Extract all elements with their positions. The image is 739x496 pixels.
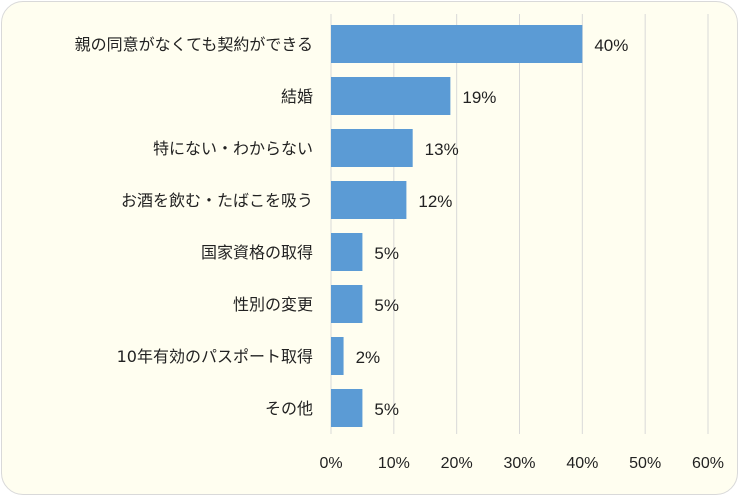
category-label: お酒を飲む・たばこを吸う (121, 191, 313, 210)
data-label: 19% (462, 88, 496, 107)
x-tick-label: 10% (378, 455, 410, 472)
data-label: 40% (594, 36, 628, 55)
data-label: 5% (374, 400, 399, 419)
x-tick-label: 40% (566, 455, 598, 472)
bar (331, 285, 363, 323)
category-label: 結婚 (281, 87, 313, 106)
category-label: 性別の変更 (233, 295, 313, 314)
x-tick-label: 50% (629, 455, 661, 472)
x-tick-label: 30% (503, 455, 535, 472)
data-label: 12% (418, 192, 452, 211)
bar (331, 181, 407, 219)
data-label: 5% (374, 296, 399, 315)
bar (331, 337, 344, 375)
category-label: 国家資格の取得 (201, 243, 313, 262)
bar (331, 389, 363, 427)
x-tick-label: 20% (441, 455, 473, 472)
data-label: 2% (356, 348, 381, 367)
category-label: 親の同意がなくても契約ができる (75, 35, 313, 54)
data-label: 5% (374, 244, 399, 263)
category-label: 特にない・わからない (153, 139, 313, 158)
data-label: 13% (425, 140, 459, 159)
x-tick-label: 60% (692, 455, 724, 472)
bar (331, 77, 451, 115)
bar (331, 129, 413, 167)
bar (331, 25, 583, 63)
category-label: その他 (265, 399, 313, 418)
x-tick-label: 0% (319, 455, 342, 472)
category-label: 10年有効のパスポート取得 (117, 347, 313, 366)
bar (331, 233, 363, 271)
